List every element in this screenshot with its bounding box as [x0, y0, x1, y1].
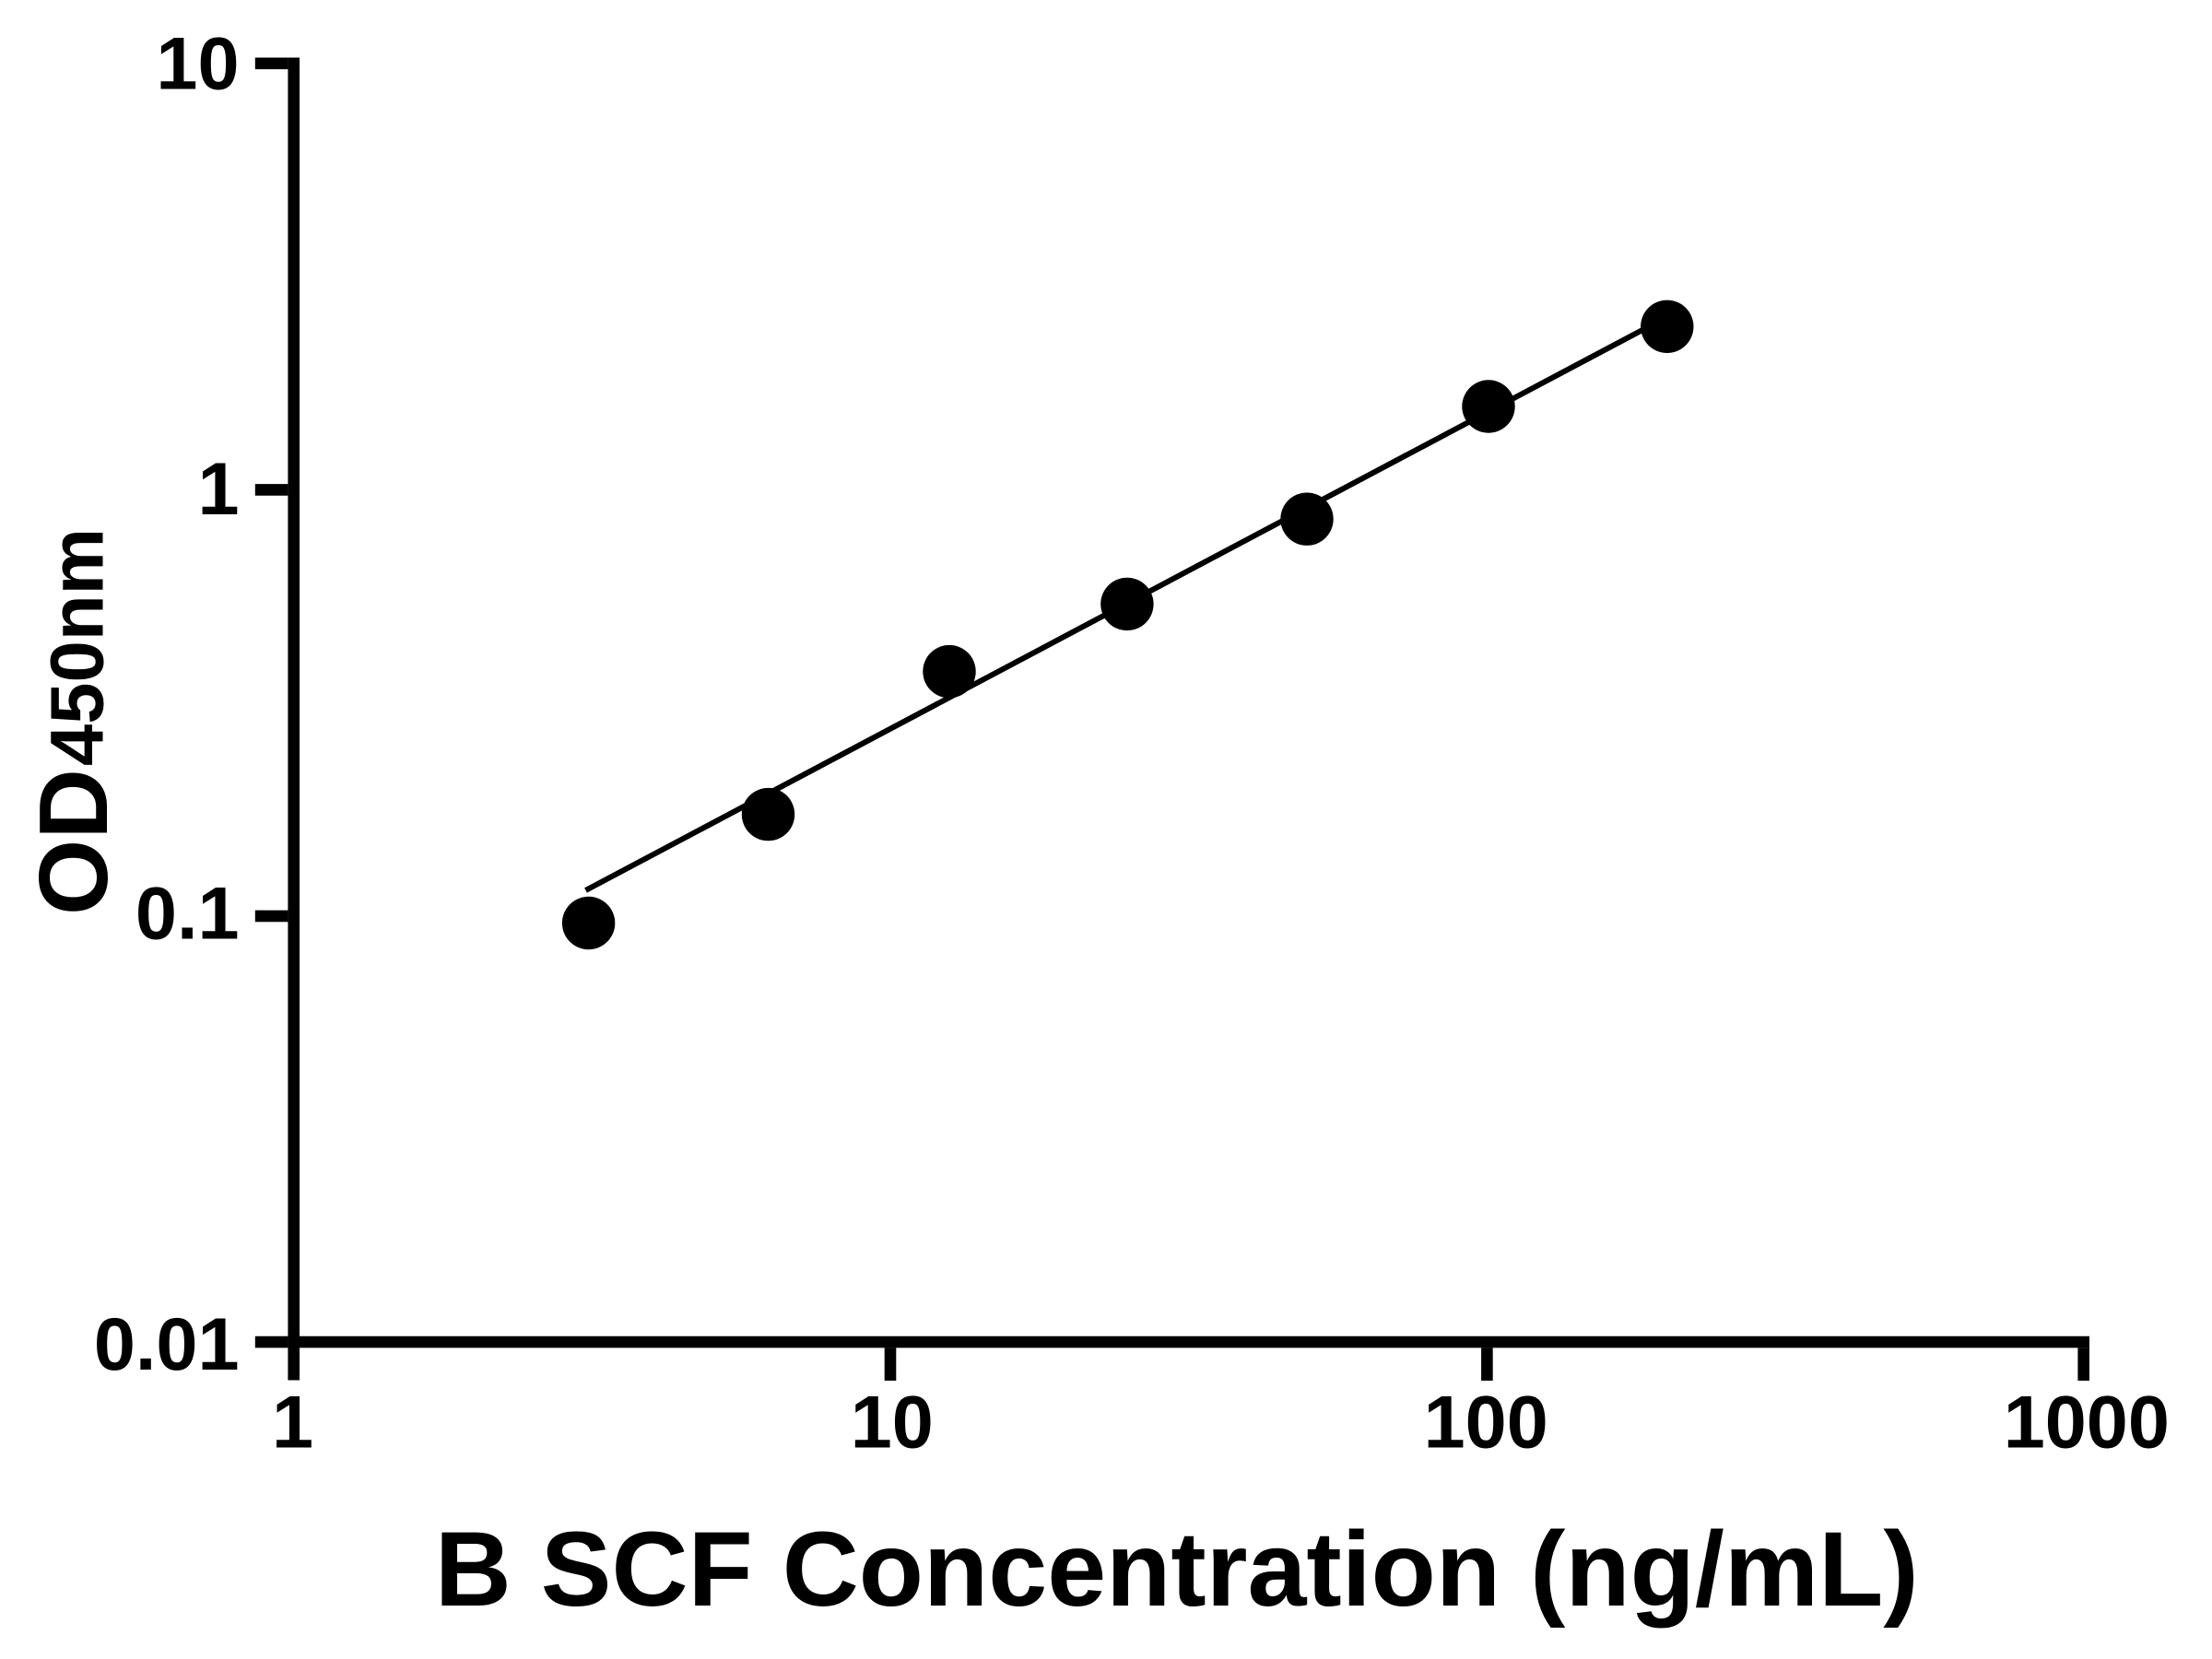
svg-text:1000: 1000 [2004, 1382, 2170, 1465]
svg-text:OD450nm: OD450nm [19, 528, 128, 915]
svg-text:100: 100 [1424, 1382, 1548, 1465]
svg-text:1: 1 [272, 1382, 313, 1465]
svg-text:B SCF Concentration (ng/mL): B SCF Concentration (ng/mL) [435, 1511, 1919, 1629]
svg-text:0.01: 0.01 [94, 1303, 240, 1386]
svg-text:10: 10 [851, 1382, 934, 1465]
svg-text:10: 10 [156, 23, 239, 106]
svg-text:0.1: 0.1 [135, 873, 240, 956]
svg-text:1: 1 [197, 448, 239, 531]
